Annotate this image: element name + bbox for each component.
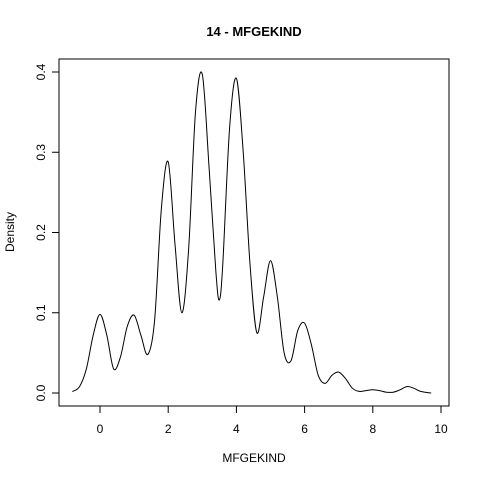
x-tick-label: 6 (301, 422, 308, 436)
y-tick-label: 0.0 (34, 384, 48, 401)
y-tick-label: 0.4 (34, 63, 48, 80)
y-tick-label: 0.1 (34, 304, 48, 321)
y-axis: 0.0 0.1 0.2 0.3 0.4 (34, 63, 59, 401)
x-tick-label: 0 (97, 422, 104, 436)
y-tick-label: 0.3 (34, 144, 48, 161)
density-curve (72, 71, 432, 394)
x-tick-label: 10 (434, 422, 448, 436)
x-tick-label: 2 (165, 422, 172, 436)
y-tick-label: 0.2 (34, 224, 48, 241)
y-axis-label: Density (3, 212, 17, 252)
chart-title: 14 - MFGEKIND (206, 24, 301, 39)
x-tick-label: 8 (369, 422, 376, 436)
x-axis-label: MFGEKIND (222, 451, 286, 465)
x-tick-label: 4 (233, 422, 240, 436)
x-axis: 0 2 4 6 8 10 (97, 406, 448, 436)
